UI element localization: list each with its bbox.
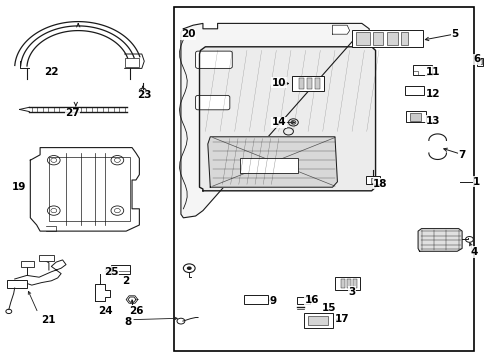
Bar (7, 280, 27, 288)
Bar (239, 158, 298, 173)
Text: 12: 12 (425, 89, 439, 99)
Polygon shape (30, 148, 139, 231)
FancyBboxPatch shape (195, 51, 232, 68)
Text: 22: 22 (44, 67, 59, 77)
Text: 20: 20 (181, 29, 195, 39)
Bar (304, 313, 332, 328)
Bar (124, 58, 139, 67)
Bar (341, 279, 345, 288)
Text: 2: 2 (122, 276, 129, 286)
Circle shape (186, 266, 191, 270)
FancyBboxPatch shape (195, 95, 229, 110)
Bar (292, 76, 324, 91)
Text: 23: 23 (137, 90, 151, 100)
Bar (346, 279, 350, 288)
Text: 4: 4 (469, 247, 477, 257)
Bar (365, 176, 380, 184)
Bar (20, 261, 34, 267)
Bar (39, 255, 54, 261)
Bar (307, 316, 327, 325)
Text: 19: 19 (11, 182, 26, 192)
Text: 7: 7 (457, 150, 465, 160)
Bar (355, 32, 369, 45)
Bar (412, 65, 431, 75)
Bar (405, 111, 426, 122)
Polygon shape (199, 47, 375, 191)
Text: 6: 6 (472, 54, 479, 64)
Text: 3: 3 (348, 287, 355, 297)
Text: 24: 24 (98, 306, 112, 316)
Polygon shape (95, 284, 110, 301)
Text: 27: 27 (65, 108, 80, 118)
Bar (173, 7, 473, 351)
Text: 16: 16 (304, 294, 319, 305)
Text: 11: 11 (425, 67, 439, 77)
Text: 26: 26 (128, 306, 143, 316)
Bar (299, 78, 304, 89)
Polygon shape (207, 137, 337, 187)
Bar (111, 265, 130, 274)
Polygon shape (332, 25, 349, 34)
Bar (409, 113, 420, 121)
Bar (400, 32, 407, 45)
Bar (351, 30, 422, 47)
Bar (477, 59, 481, 64)
Bar (334, 277, 360, 290)
Bar (370, 178, 376, 183)
Bar (306, 78, 311, 89)
Text: 25: 25 (104, 267, 119, 277)
Bar (476, 58, 482, 66)
Text: 21: 21 (41, 315, 55, 325)
Text: 14: 14 (271, 117, 285, 127)
Text: 18: 18 (372, 179, 387, 189)
Polygon shape (417, 229, 461, 251)
Bar (404, 86, 424, 95)
Text: 15: 15 (321, 303, 335, 313)
Polygon shape (181, 23, 368, 218)
Text: 10: 10 (271, 78, 285, 88)
Text: 17: 17 (334, 314, 349, 324)
Text: 5: 5 (450, 29, 457, 39)
Bar (49, 157, 129, 221)
Bar (352, 279, 356, 288)
Text: 8: 8 (124, 317, 131, 327)
Bar (297, 297, 309, 304)
Bar (244, 295, 267, 304)
Text: 1: 1 (472, 177, 479, 187)
Text: 9: 9 (269, 296, 276, 306)
Bar (372, 32, 383, 45)
Bar (314, 78, 319, 89)
Bar (386, 32, 397, 45)
Text: 13: 13 (425, 116, 439, 126)
